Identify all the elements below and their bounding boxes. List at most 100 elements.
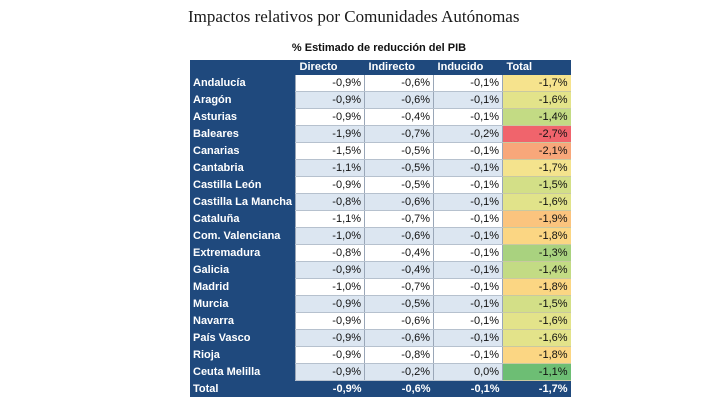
total-value: -1,8%	[502, 346, 571, 364]
total-value: -1,8%	[502, 278, 571, 296]
region-name: Cantabria	[190, 159, 296, 177]
table-row: Andalucía -0,9% -0,6% -0,1% -1,7%	[190, 75, 571, 92]
total-value: -1,6%	[502, 312, 571, 330]
table-row: Cantabria -1,1% -0,5% -0,1% -1,7%	[190, 159, 571, 177]
inducido-value: -0,1%	[433, 210, 503, 228]
region-name: Madrid	[190, 278, 296, 296]
total-label: Total	[190, 380, 296, 397]
total-row: Total -0,9% -0,6% -0,1% -1,7%	[190, 380, 571, 397]
table-row: Com. Valenciana -1,0% -0,6% -0,1% -1,8%	[190, 227, 571, 245]
indirecto-value: -0,5%	[364, 159, 434, 177]
inducido-value: -0,1%	[433, 244, 503, 262]
indirecto-value: -0,4%	[364, 261, 434, 279]
total-value: -1,7%	[502, 159, 571, 177]
inducido-value: -0,2%	[433, 125, 503, 143]
header-inducido: Inducido	[433, 60, 503, 75]
indirecto-value: -0,6%	[364, 193, 434, 211]
total-value: -1,6%	[502, 193, 571, 211]
region-name: Murcia	[190, 295, 296, 313]
inducido-value: 0,0%	[433, 363, 503, 381]
directo-value: -0,9%	[295, 91, 365, 109]
region-name: Galicia	[190, 261, 296, 279]
directo-value: -0,9%	[295, 346, 365, 364]
region-name: Ceuta Melilla	[190, 363, 296, 381]
indirecto-value: -0,6%	[364, 91, 434, 109]
total-value: -1,6%	[502, 91, 571, 109]
directo-value: -0,9%	[295, 75, 365, 92]
directo-value: -0,9%	[295, 329, 365, 347]
table-row: Navarra -0,9% -0,6% -0,1% -1,6%	[190, 312, 571, 330]
directo-value: -1,5%	[295, 142, 365, 160]
indirecto-value: -0,5%	[364, 176, 434, 194]
inducido-value: -0,1%	[433, 193, 503, 211]
table-row: Madrid -1,0% -0,7% -0,1% -1,8%	[190, 278, 571, 296]
total-value: -1,3%	[502, 244, 571, 262]
directo-value: -0,9%	[295, 261, 365, 279]
indirecto-value: -0,6%	[364, 227, 434, 245]
total-directo-value: -0,9%	[295, 380, 365, 397]
region-name: Rioja	[190, 346, 296, 364]
region-name: Castilla La Mancha	[190, 193, 296, 211]
indirecto-value: -0,8%	[364, 346, 434, 364]
indirecto-value: -0,4%	[364, 244, 434, 262]
total-value: -1,9%	[502, 210, 571, 228]
table-row: Murcia -0,9% -0,5% -0,1% -1,5%	[190, 295, 571, 313]
total-value: -1,4%	[502, 108, 571, 126]
header-directo: Directo	[295, 60, 365, 75]
table-row: País Vasco -0,9% -0,6% -0,1% -1,6%	[190, 329, 571, 347]
directo-value: -0,9%	[295, 108, 365, 126]
impact-table: Directo Indirecto Inducido Total Andaluc…	[190, 60, 571, 397]
indirecto-value: -0,6%	[364, 329, 434, 347]
indirecto-value: -0,7%	[364, 210, 434, 228]
total-indirecto-value: -0,6%	[364, 380, 434, 397]
inducido-value: -0,1%	[433, 108, 503, 126]
inducido-value: -0,1%	[433, 176, 503, 194]
directo-value: -0,9%	[295, 176, 365, 194]
total-value: -1,7%	[502, 75, 571, 92]
indirecto-value: -0,5%	[364, 295, 434, 313]
directo-value: -0,8%	[295, 193, 365, 211]
total-value: -1,8%	[502, 227, 571, 245]
table-row: Cataluña -1,1% -0,7% -0,1% -1,9%	[190, 210, 571, 228]
region-name: Baleares	[190, 125, 296, 143]
region-name: Aragón	[190, 91, 296, 109]
table-row: Castilla León -0,9% -0,5% -0,1% -1,5%	[190, 176, 571, 194]
header-region	[190, 60, 296, 75]
region-name: Navarra	[190, 312, 296, 330]
directo-value: -0,9%	[295, 363, 365, 381]
directo-value: -1,1%	[295, 210, 365, 228]
header-indirecto: Indirecto	[364, 60, 434, 75]
directo-value: -0,9%	[295, 312, 365, 330]
region-name: Extremadura	[190, 244, 296, 262]
total-value: -1,4%	[502, 261, 571, 279]
region-name: Castilla León	[190, 176, 296, 194]
inducido-value: -0,1%	[433, 75, 503, 92]
indirecto-value: -0,4%	[364, 108, 434, 126]
inducido-value: -0,1%	[433, 261, 503, 279]
region-name: País Vasco	[190, 329, 296, 347]
indirecto-value: -0,6%	[364, 75, 434, 92]
region-name: Canarias	[190, 142, 296, 160]
inducido-value: -0,1%	[433, 278, 503, 296]
region-name: Com. Valenciana	[190, 227, 296, 245]
indirecto-value: -0,5%	[364, 142, 434, 160]
total-total-value: -1,7%	[502, 380, 571, 397]
indirecto-value: -0,7%	[364, 278, 434, 296]
directo-value: -0,9%	[295, 295, 365, 313]
page-title: Impactos relativos por Comunidades Autón…	[188, 7, 520, 26]
directo-value: -0,8%	[295, 244, 365, 262]
total-value: -2,7%	[502, 125, 571, 143]
inducido-value: -0,1%	[433, 346, 503, 364]
table-subtitle: % Estimado de reducción del PIB	[291, 42, 467, 54]
table-row: Extremadura -0,8% -0,4% -0,1% -1,3%	[190, 244, 571, 262]
total-value: -1,5%	[502, 176, 571, 194]
header-total: Total	[502, 60, 571, 75]
region-name: Asturias	[190, 108, 296, 126]
total-value: -2,1%	[502, 142, 571, 160]
total-inducido-value: -0,1%	[433, 380, 503, 397]
directo-value: -1,1%	[295, 159, 365, 177]
table-row: Rioja -0,9% -0,8% -0,1% -1,8%	[190, 346, 571, 364]
inducido-value: -0,1%	[433, 329, 503, 347]
inducido-value: -0,1%	[433, 227, 503, 245]
region-name: Andalucía	[190, 75, 296, 92]
